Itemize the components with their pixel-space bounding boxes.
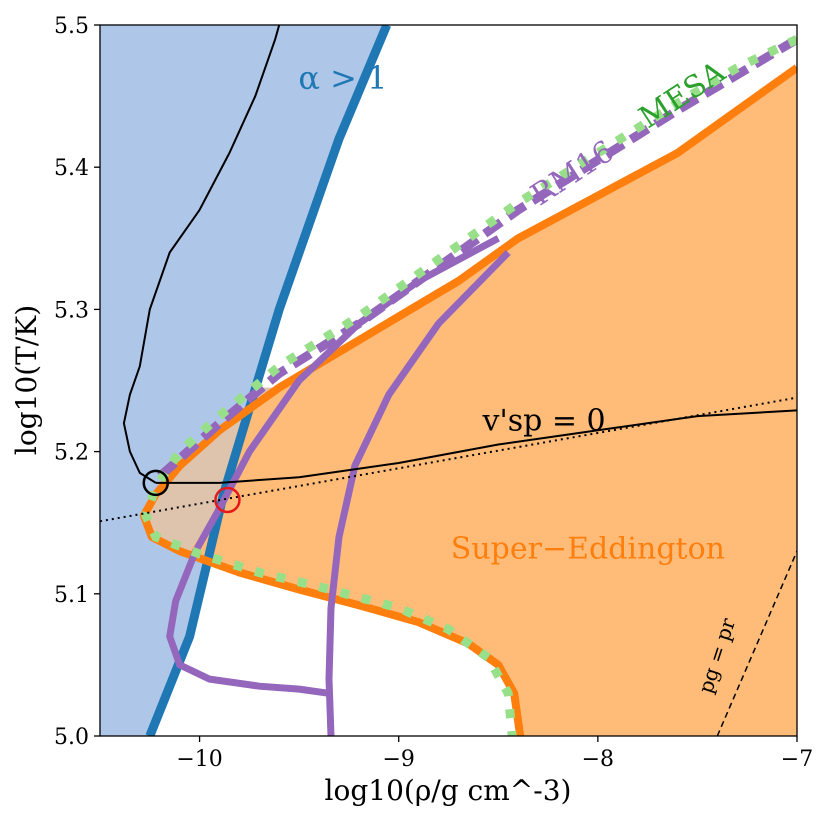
x-tick-label: −10 xyxy=(176,747,222,772)
plot-frame xyxy=(99,24,798,737)
series-rm16-branch-b xyxy=(325,250,511,736)
series-rm16 xyxy=(152,35,797,484)
series-pg-pr xyxy=(716,550,797,736)
x-tick-label: −9 xyxy=(382,747,414,772)
x-axis-label: log10(ρ/g cm^-3) xyxy=(325,774,572,807)
y-tick-label: 5.0 xyxy=(54,725,89,750)
y-tick-label: 5.3 xyxy=(54,298,89,323)
axes-frame xyxy=(99,24,798,737)
annotation-v-sp-0: v'sp = 0 xyxy=(482,403,606,438)
plot-area xyxy=(100,25,797,736)
x-tick-label: −8 xyxy=(582,747,614,772)
y-tick-label: 5.1 xyxy=(54,583,89,608)
series-mesa xyxy=(140,35,797,736)
annotation-super-eddington: Super−Eddington xyxy=(451,531,725,566)
y-tick-label: 5.5 xyxy=(54,14,89,39)
annotation-1: α > 1 xyxy=(298,59,387,97)
overlap-region xyxy=(143,387,280,552)
super-eddington-region xyxy=(143,67,797,736)
series-dotted-reference xyxy=(100,396,797,523)
x-tick-label: −7 xyxy=(781,747,813,772)
y-tick-label: 5.4 xyxy=(54,156,89,181)
y-tick-label: 5.2 xyxy=(54,441,89,466)
y-axis-label: log10(T/K) xyxy=(10,305,43,455)
red-circle-marker xyxy=(214,486,241,514)
black-circle-marker xyxy=(142,469,170,497)
axis-ticks: −10 −9 −8 −7 5.0 5.1 5.2 5.3 5.4 5.5 xyxy=(54,14,813,772)
series-v-sp-0-solid xyxy=(122,25,281,484)
